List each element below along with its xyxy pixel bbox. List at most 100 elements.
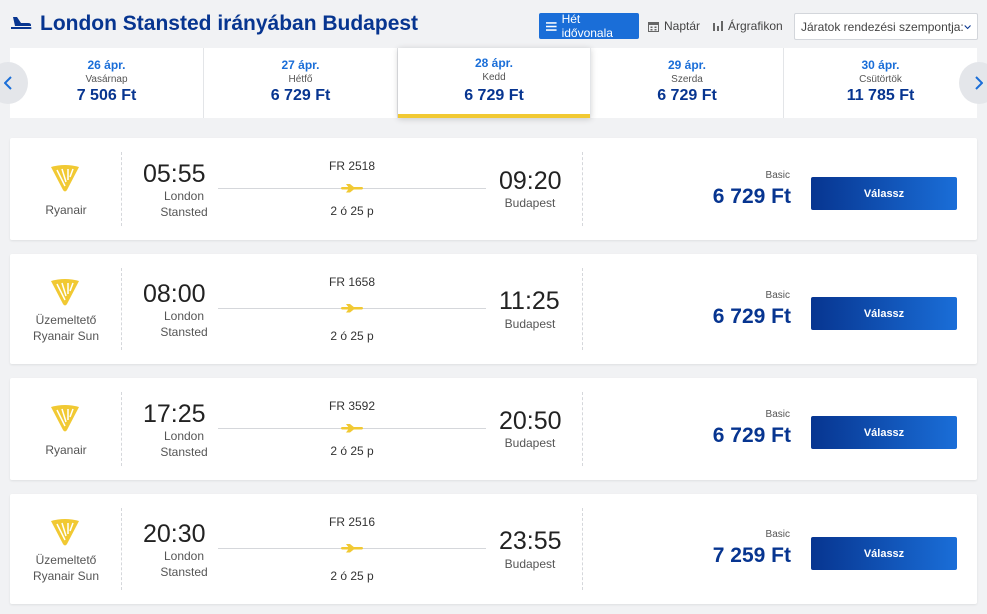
departure-airport: Stansted (160, 565, 208, 579)
flight-duration: 2 ó 25 p (330, 569, 374, 583)
divider (582, 268, 583, 350)
date-cell[interactable]: 27 ápr. Hétfő 6 729 Ft (204, 48, 398, 118)
flight-number: FR 1658 (328, 275, 376, 289)
date-cell[interactable]: 29 ápr. Szerda 6 729 Ft (591, 48, 784, 118)
flight-card: Üzemeltető Ryanair Sun 08:00 London Stan… (10, 254, 977, 364)
divider (121, 392, 122, 466)
flight-number: FR 2516 (328, 515, 376, 529)
plane-icon (11, 17, 32, 29)
next-dates-button[interactable] (959, 62, 987, 104)
date-price: 6 729 Ft (464, 87, 524, 104)
calendar-icon (648, 21, 659, 32)
chevron-down-icon (964, 24, 971, 29)
departure-airport: Stansted (160, 445, 208, 459)
calendar-button[interactable]: Naptár (648, 13, 700, 39)
fare-type: Basic (765, 290, 790, 301)
divider (121, 152, 122, 226)
plane-icon (341, 304, 363, 313)
departure-city: London (163, 309, 205, 323)
price-graph-label: Árgrafikon (728, 19, 783, 33)
flight-price: 6 729 Ft (712, 424, 791, 447)
plane-icon (341, 184, 363, 193)
select-flight-button[interactable]: Válassz (811, 177, 957, 210)
flight-price: 7 259 Ft (712, 544, 791, 567)
price-graph-button[interactable]: Árgrafikon (713, 13, 783, 39)
bar-chart-icon (713, 21, 723, 31)
calendar-label: Naptár (664, 19, 701, 33)
departure-city: London (163, 429, 205, 443)
departure-airport: Stansted (160, 325, 208, 339)
fare-type: Basic (765, 170, 790, 181)
operator-label: Ryanair (45, 203, 87, 217)
flight-number: FR 2518 (328, 159, 376, 173)
fare-type: Basic (765, 529, 790, 540)
plane-icon (341, 424, 363, 433)
flight-card: Ryanair 05:55 London Stansted FR 2518 2 … (10, 138, 977, 240)
arrival-time: 20:50 (499, 407, 562, 435)
flight-duration: 2 ó 25 p (330, 204, 374, 218)
date-strip: 26 ápr. Vasárnap 7 506 Ft 27 ápr. Hétfő … (0, 48, 987, 118)
departure-time: 08:00 (143, 280, 206, 308)
select-flight-button[interactable]: Válassz (811, 537, 957, 570)
arrival-time: 11:25 (499, 287, 560, 315)
divider (582, 392, 583, 466)
date-label: 27 ápr. (281, 58, 320, 72)
date-cell-selected[interactable]: 28 ápr. Kedd 6 729 Ft (398, 48, 591, 118)
operator-label: Ryanair (45, 443, 87, 457)
flight-card: Üzemeltető Ryanair Sun 20:30 London Stan… (10, 494, 977, 604)
sort-dropdown[interactable]: Járatok rendezési szempontja: (794, 13, 978, 40)
date-price: 6 729 Ft (270, 87, 331, 104)
departure-time: 20:30 (143, 520, 206, 548)
weekday-label: Szerda (671, 74, 703, 85)
weekday-label: Kedd (482, 72, 506, 83)
date-label: 29 ápr. (667, 58, 707, 72)
departure-city: London (163, 189, 205, 203)
flight-duration: 2 ó 25 p (330, 329, 374, 343)
operator-label: Üzemeltető (35, 553, 97, 567)
date-cell[interactable]: 26 ápr. Vasárnap 7 506 Ft (10, 48, 204, 118)
weekday-label: Vasárnap (85, 74, 128, 85)
departure-time: 05:55 (143, 160, 206, 188)
list-icon (546, 21, 557, 31)
divider (582, 152, 583, 226)
ryanair-harp-logo-icon (51, 165, 79, 192)
departure-time: 17:25 (143, 400, 206, 428)
departure-airport: Stansted (160, 205, 208, 219)
flight-price: 6 729 Ft (712, 185, 791, 208)
arrival-city: Budapest (504, 557, 556, 571)
date-price: 7 506 Ft (76, 87, 137, 104)
select-flight-button[interactable]: Válassz (811, 416, 957, 449)
divider (121, 268, 122, 350)
date-price: 6 729 Ft (657, 87, 717, 104)
weekday-label: Hétfő (288, 74, 313, 85)
page-header: London Stansted irányában Budapest Hét i… (0, 0, 987, 48)
date-label: 26 ápr. (87, 58, 126, 72)
page-title: London Stansted irányában Budapest (40, 12, 419, 35)
chevron-left-icon (4, 76, 12, 90)
ryanair-harp-logo-icon (51, 405, 79, 432)
fare-type: Basic (765, 409, 790, 420)
date-label: 28 ápr. (474, 56, 514, 70)
departure-city: London (163, 549, 205, 563)
sort-label: Járatok rendezési szempontja: (801, 19, 964, 34)
ryanair-harp-logo-icon (51, 279, 79, 306)
operator-name: Ryanair Sun (32, 569, 100, 583)
date-cell[interactable]: 30 ápr. Csütörtök 11 785 Ft (784, 48, 977, 118)
divider (121, 508, 122, 590)
chevron-right-icon (975, 76, 983, 90)
flight-card: Ryanair 17:25 London Stansted FR 3592 2 … (10, 378, 977, 480)
week-timeline-button[interactable]: Hét idővonala (539, 12, 639, 40)
plane-icon (341, 544, 363, 553)
select-flight-button[interactable]: Válassz (811, 297, 957, 330)
arrival-city: Budapest (504, 436, 556, 450)
week-timeline-label: Hét idővonala (561, 12, 613, 40)
operator-label: Üzemeltető (35, 313, 97, 327)
flight-price: 6 729 Ft (712, 305, 791, 328)
arrival-city: Budapest (504, 317, 556, 331)
operator-name: Ryanair Sun (32, 329, 100, 343)
arrival-time: 23:55 (499, 527, 562, 555)
date-label: 30 ápr. (861, 58, 900, 72)
ryanair-harp-logo-icon (51, 519, 79, 546)
divider (582, 508, 583, 590)
arrival-time: 09:20 (499, 167, 562, 195)
